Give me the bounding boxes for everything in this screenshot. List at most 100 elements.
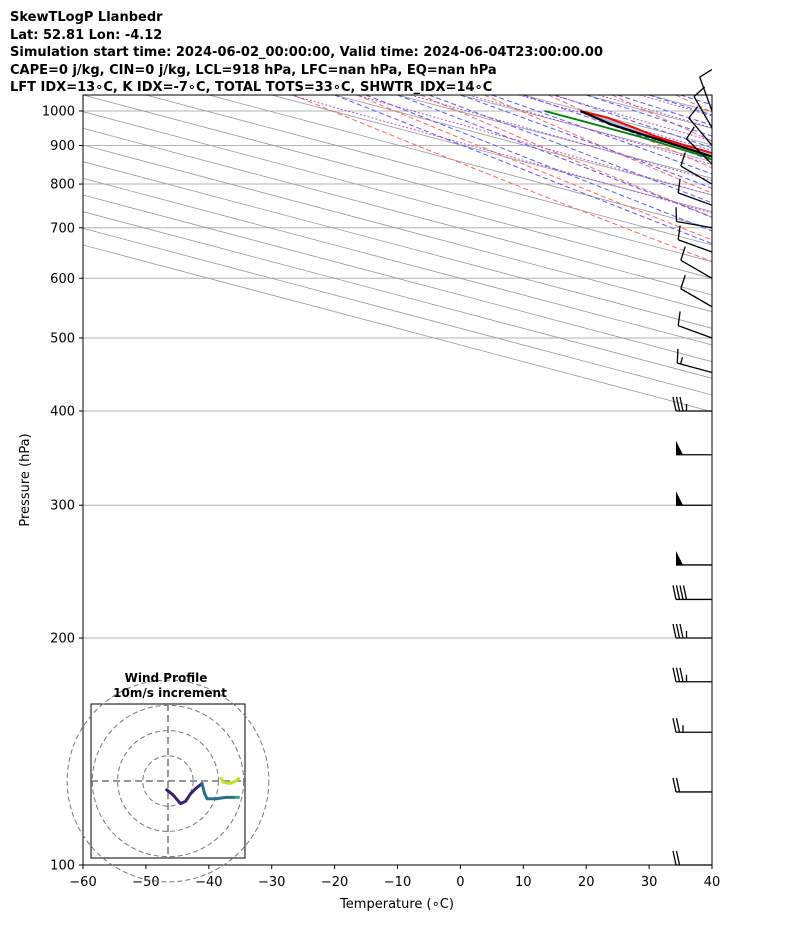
isotherm-line — [523, 95, 712, 146]
mixing-ratio-line — [356, 95, 712, 196]
wind-barb-feather — [672, 777, 677, 793]
wind-barb-staff — [680, 259, 713, 279]
wind-barb-staff — [699, 76, 713, 112]
isotherm-line — [334, 95, 712, 196]
y-tick-label: 200 — [50, 632, 75, 647]
wind-barb-staff — [677, 325, 713, 339]
wind-barb-feather — [699, 68, 713, 78]
y-tick-label: 500 — [50, 331, 75, 346]
wind-barb — [676, 440, 712, 456]
wind-barb-staff — [676, 220, 713, 229]
wind-barb-feather — [682, 585, 688, 600]
wind-barb-feather — [675, 718, 681, 733]
moist-adiabat-line — [491, 95, 712, 175]
wind-barb-feather — [675, 667, 681, 682]
wind-barb-feather — [672, 396, 677, 412]
isotherm-line — [83, 161, 712, 329]
hodograph-subtitle: 10m/s increment — [113, 686, 227, 700]
isotherm-line — [83, 127, 712, 296]
wind-barb-staff — [677, 192, 713, 206]
time-line: Simulation start time: 2024-06-02_00:00:… — [10, 45, 603, 60]
moist-adiabat-line — [523, 95, 712, 161]
wind-barb-pennant — [676, 491, 683, 506]
x-tick-label: 30 — [641, 875, 658, 890]
wind-barb — [680, 152, 713, 185]
moist-adiabat-line — [460, 95, 712, 189]
y-tick-label: 400 — [50, 405, 75, 420]
isotherm-line — [208, 95, 712, 229]
wind-barb-feather — [677, 225, 681, 240]
wind-barb-feather — [672, 667, 677, 682]
x-tick-label: −20 — [321, 875, 348, 890]
isotherm-line — [145, 95, 712, 246]
wind-barb — [676, 550, 712, 566]
moist-adiabat-line — [554, 95, 712, 149]
wind-barb — [672, 777, 712, 793]
stability-line: CAPE=0 j/kg, CIN=0 j/kg, LCL=918 hPa, LF… — [10, 62, 497, 78]
dry-adiabat-line — [548, 95, 712, 169]
wind-barb-feather — [672, 585, 677, 600]
wind-barb-staff — [677, 239, 713, 253]
wind-barb-feather — [679, 396, 684, 412]
isotherm-line — [83, 177, 712, 346]
y-tick-label: 300 — [50, 499, 75, 514]
moist-adiabat-line — [428, 95, 712, 204]
wind-barb-feather — [685, 126, 695, 140]
wind-barb — [676, 491, 712, 506]
wind-barb-feather — [693, 86, 706, 98]
dry-adiabat-line — [293, 95, 712, 263]
moist-adiabat-line — [680, 95, 712, 106]
wind-barb — [676, 348, 713, 374]
wind-barb-pennant — [676, 440, 683, 455]
y-axis-label: Pressure (hPa) — [18, 433, 33, 526]
wind-barb-feather — [675, 850, 681, 866]
y-tick-label: 100 — [50, 859, 75, 874]
isotherm-line — [83, 95, 712, 263]
isotherm-line — [83, 211, 712, 379]
parcel-path-line — [580, 109, 712, 158]
hodograph-trace — [200, 782, 238, 801]
wind-barb-feather — [675, 207, 678, 222]
wind-barb — [680, 274, 713, 308]
x-tick-label: −60 — [69, 875, 96, 890]
wind-barb-feather — [688, 106, 699, 119]
wind-barb-half-feather — [679, 357, 684, 365]
mixing-ratio-line — [468, 95, 712, 165]
wind-barb — [672, 623, 712, 639]
dry-adiabat-line — [420, 95, 712, 218]
hodograph-trace — [165, 782, 204, 806]
moist-adiabat-line — [648, 95, 712, 116]
wind-barb-staff — [680, 165, 713, 185]
wind-barb-feather — [679, 585, 684, 600]
wind-barb — [688, 106, 713, 146]
mixing-ratio-line — [639, 95, 712, 117]
wind-barb — [672, 667, 712, 683]
isotherm-line — [711, 95, 712, 96]
moist-adiabat-line — [334, 95, 712, 245]
wind-barb-feather — [675, 623, 681, 639]
hodograph-grid — [66, 679, 270, 883]
wind-barb — [672, 396, 712, 412]
wind-barb-staff — [680, 288, 713, 308]
x-tick-label: −40 — [195, 875, 222, 890]
hodograph-ring — [66, 679, 270, 883]
cape-shading — [580, 111, 712, 157]
x-tick-label: −30 — [258, 875, 285, 890]
wind-barb-feather — [679, 667, 684, 682]
wind-barb — [680, 246, 713, 279]
x-tick-label: −50 — [132, 875, 159, 890]
dry-adiabat-line — [675, 95, 712, 113]
isotherm-line — [648, 95, 712, 113]
moist-adiabat-line — [365, 95, 712, 232]
wind-barb-feather — [676, 348, 679, 364]
mixing-ratio-line — [518, 95, 712, 151]
y-tick-label: 1000 — [42, 104, 75, 119]
isotherm-line — [271, 95, 712, 213]
wind-barb — [677, 311, 713, 339]
wind-barb — [672, 718, 712, 733]
hodograph-trace — [219, 777, 241, 785]
wind-barb-feather — [675, 585, 681, 600]
x-axis-label: Temperature (∘C) — [339, 897, 454, 912]
isotherm-line — [83, 144, 712, 313]
